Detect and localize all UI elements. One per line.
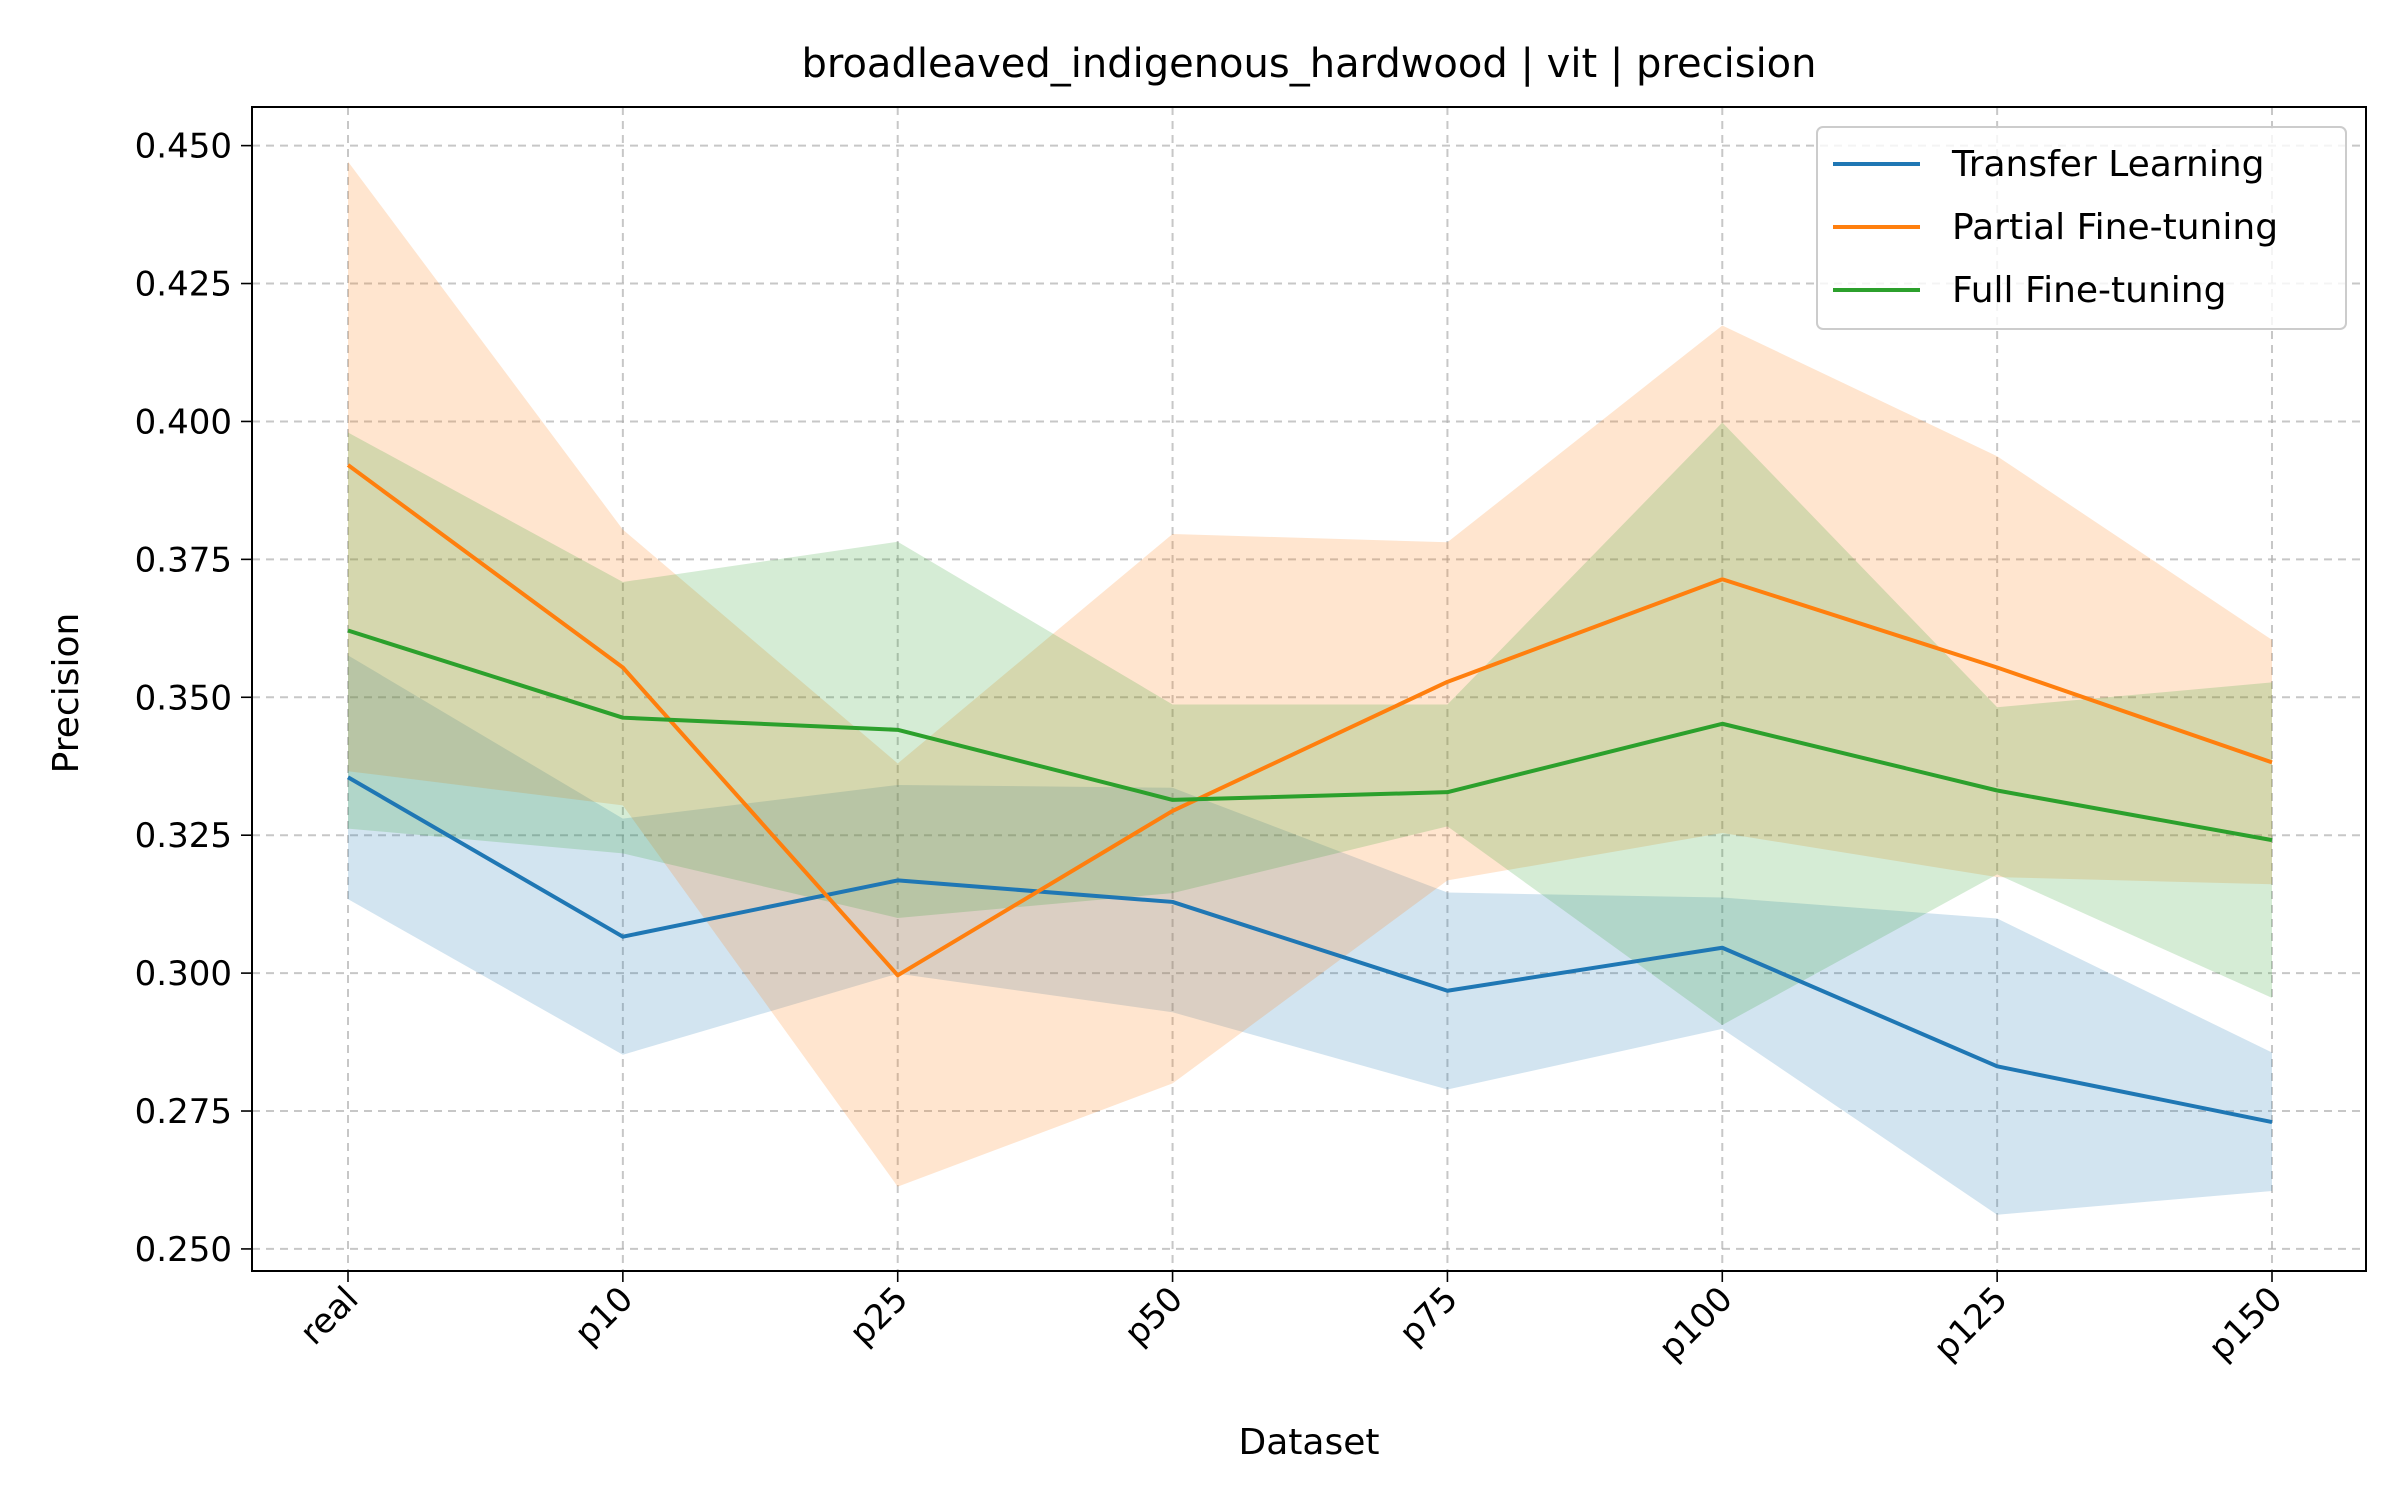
plot-frame bbox=[251, 106, 2367, 1272]
y-axis-label: Precision bbox=[46, 613, 87, 774]
series-lines bbox=[346, 463, 2273, 1125]
legend-box bbox=[1816, 126, 2347, 330]
confidence-bands bbox=[348, 161, 2272, 1215]
full-fine-tuning-band bbox=[348, 422, 2272, 1025]
partial-fine-tuning-legend-label: Partial Fine-tuning bbox=[1952, 207, 2278, 248]
transfer-learning-legend-label: Transfer Learning bbox=[1951, 144, 2265, 185]
x-axis-label: Dataset bbox=[1239, 1422, 1380, 1463]
partial-fine-tuning-band bbox=[348, 161, 2272, 1187]
full-fine-tuning-legend-label: Full Fine-tuning bbox=[1952, 270, 2226, 311]
grid bbox=[252, 107, 2366, 1271]
y-tick-label: 0.250 bbox=[135, 1230, 232, 1270]
y-tick-label: 0.275 bbox=[135, 1092, 232, 1132]
chart-title: broadleaved_indigenous_hardwood | vit | … bbox=[802, 41, 1817, 87]
y-tick-label: 0.400 bbox=[135, 402, 232, 442]
full-fine-tuning-line bbox=[347, 628, 2273, 843]
y-tick-label: 0.450 bbox=[135, 127, 232, 167]
y-tick-label: 0.300 bbox=[135, 954, 232, 994]
y-tick-label: 0.350 bbox=[135, 678, 232, 718]
transfer-learning-line bbox=[346, 775, 2273, 1125]
y-axis-ticks: 0.250 0.275 0.300 0.325 0.350 0.375 0.400 0.425… bbox=[135, 127, 252, 1270]
legend: Transfer Learning Partial Fine-tuning Full… bbox=[1816, 126, 2347, 330]
y-tick-label: 0.425 bbox=[135, 265, 232, 305]
y-tick-label: 0.375 bbox=[135, 540, 232, 580]
y-tick-label: 0.325 bbox=[135, 816, 232, 856]
transfer-learning-band bbox=[348, 655, 2272, 1215]
